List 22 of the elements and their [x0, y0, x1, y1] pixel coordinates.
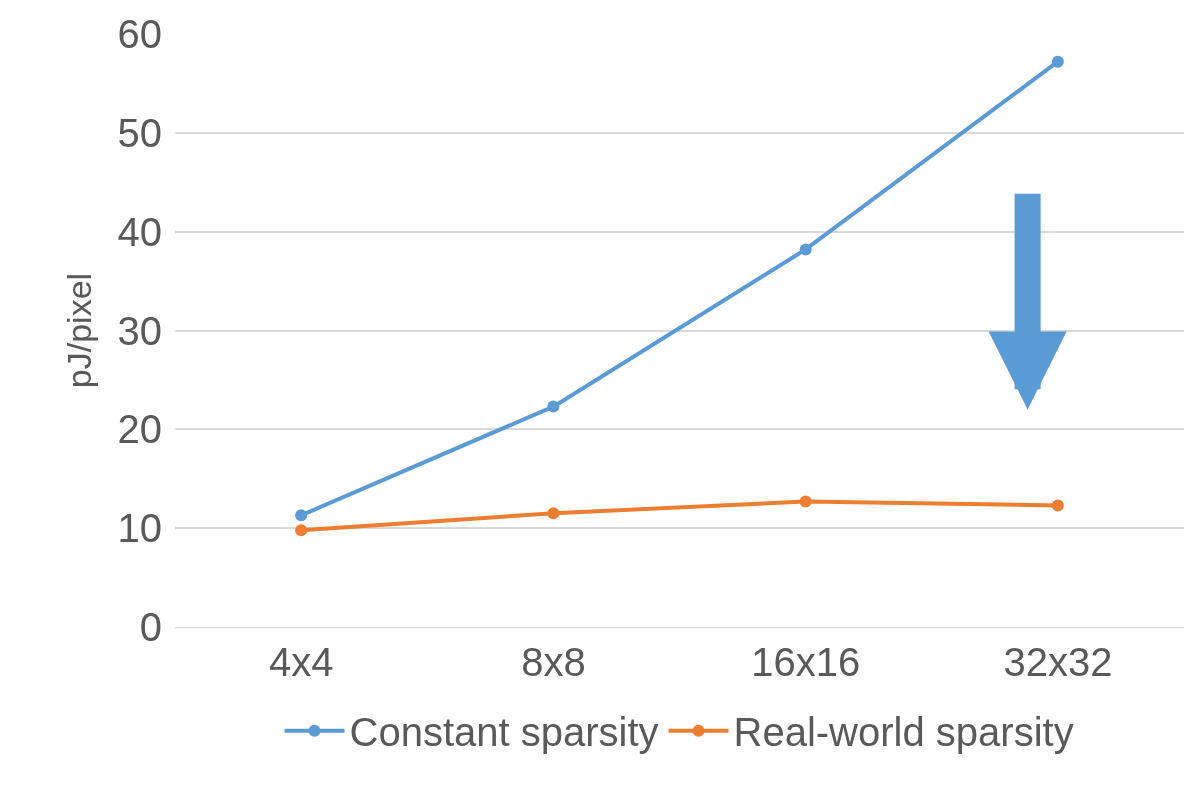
- point: [799, 495, 812, 508]
- point: [799, 243, 812, 256]
- x-tick-label: 4x4: [268, 640, 334, 684]
- point: [547, 400, 560, 413]
- point: [1051, 499, 1064, 512]
- y-tick-label: 30: [117, 308, 162, 353]
- y-axis-title: pJ/pixel: [60, 272, 99, 389]
- y-tick-label: 10: [117, 506, 162, 551]
- y-tick-label: 60: [117, 12, 162, 56]
- x-tick-label: 32x32: [1003, 640, 1113, 684]
- x-tick-label: 8x8: [521, 640, 586, 684]
- y-tick-label: 40: [117, 209, 162, 254]
- point: [295, 524, 308, 537]
- y-tick-label: 50: [117, 110, 162, 155]
- point: [547, 507, 560, 520]
- y-tick-label: 20: [117, 407, 162, 452]
- point: [295, 509, 308, 522]
- legend-label: Constant sparsity: [349, 710, 659, 755]
- point: [1051, 55, 1064, 68]
- legend-label: Real-world sparsity: [733, 710, 1074, 755]
- y-tick-label: 0: [139, 605, 162, 649]
- x-tick-label: 16x16: [751, 640, 861, 684]
